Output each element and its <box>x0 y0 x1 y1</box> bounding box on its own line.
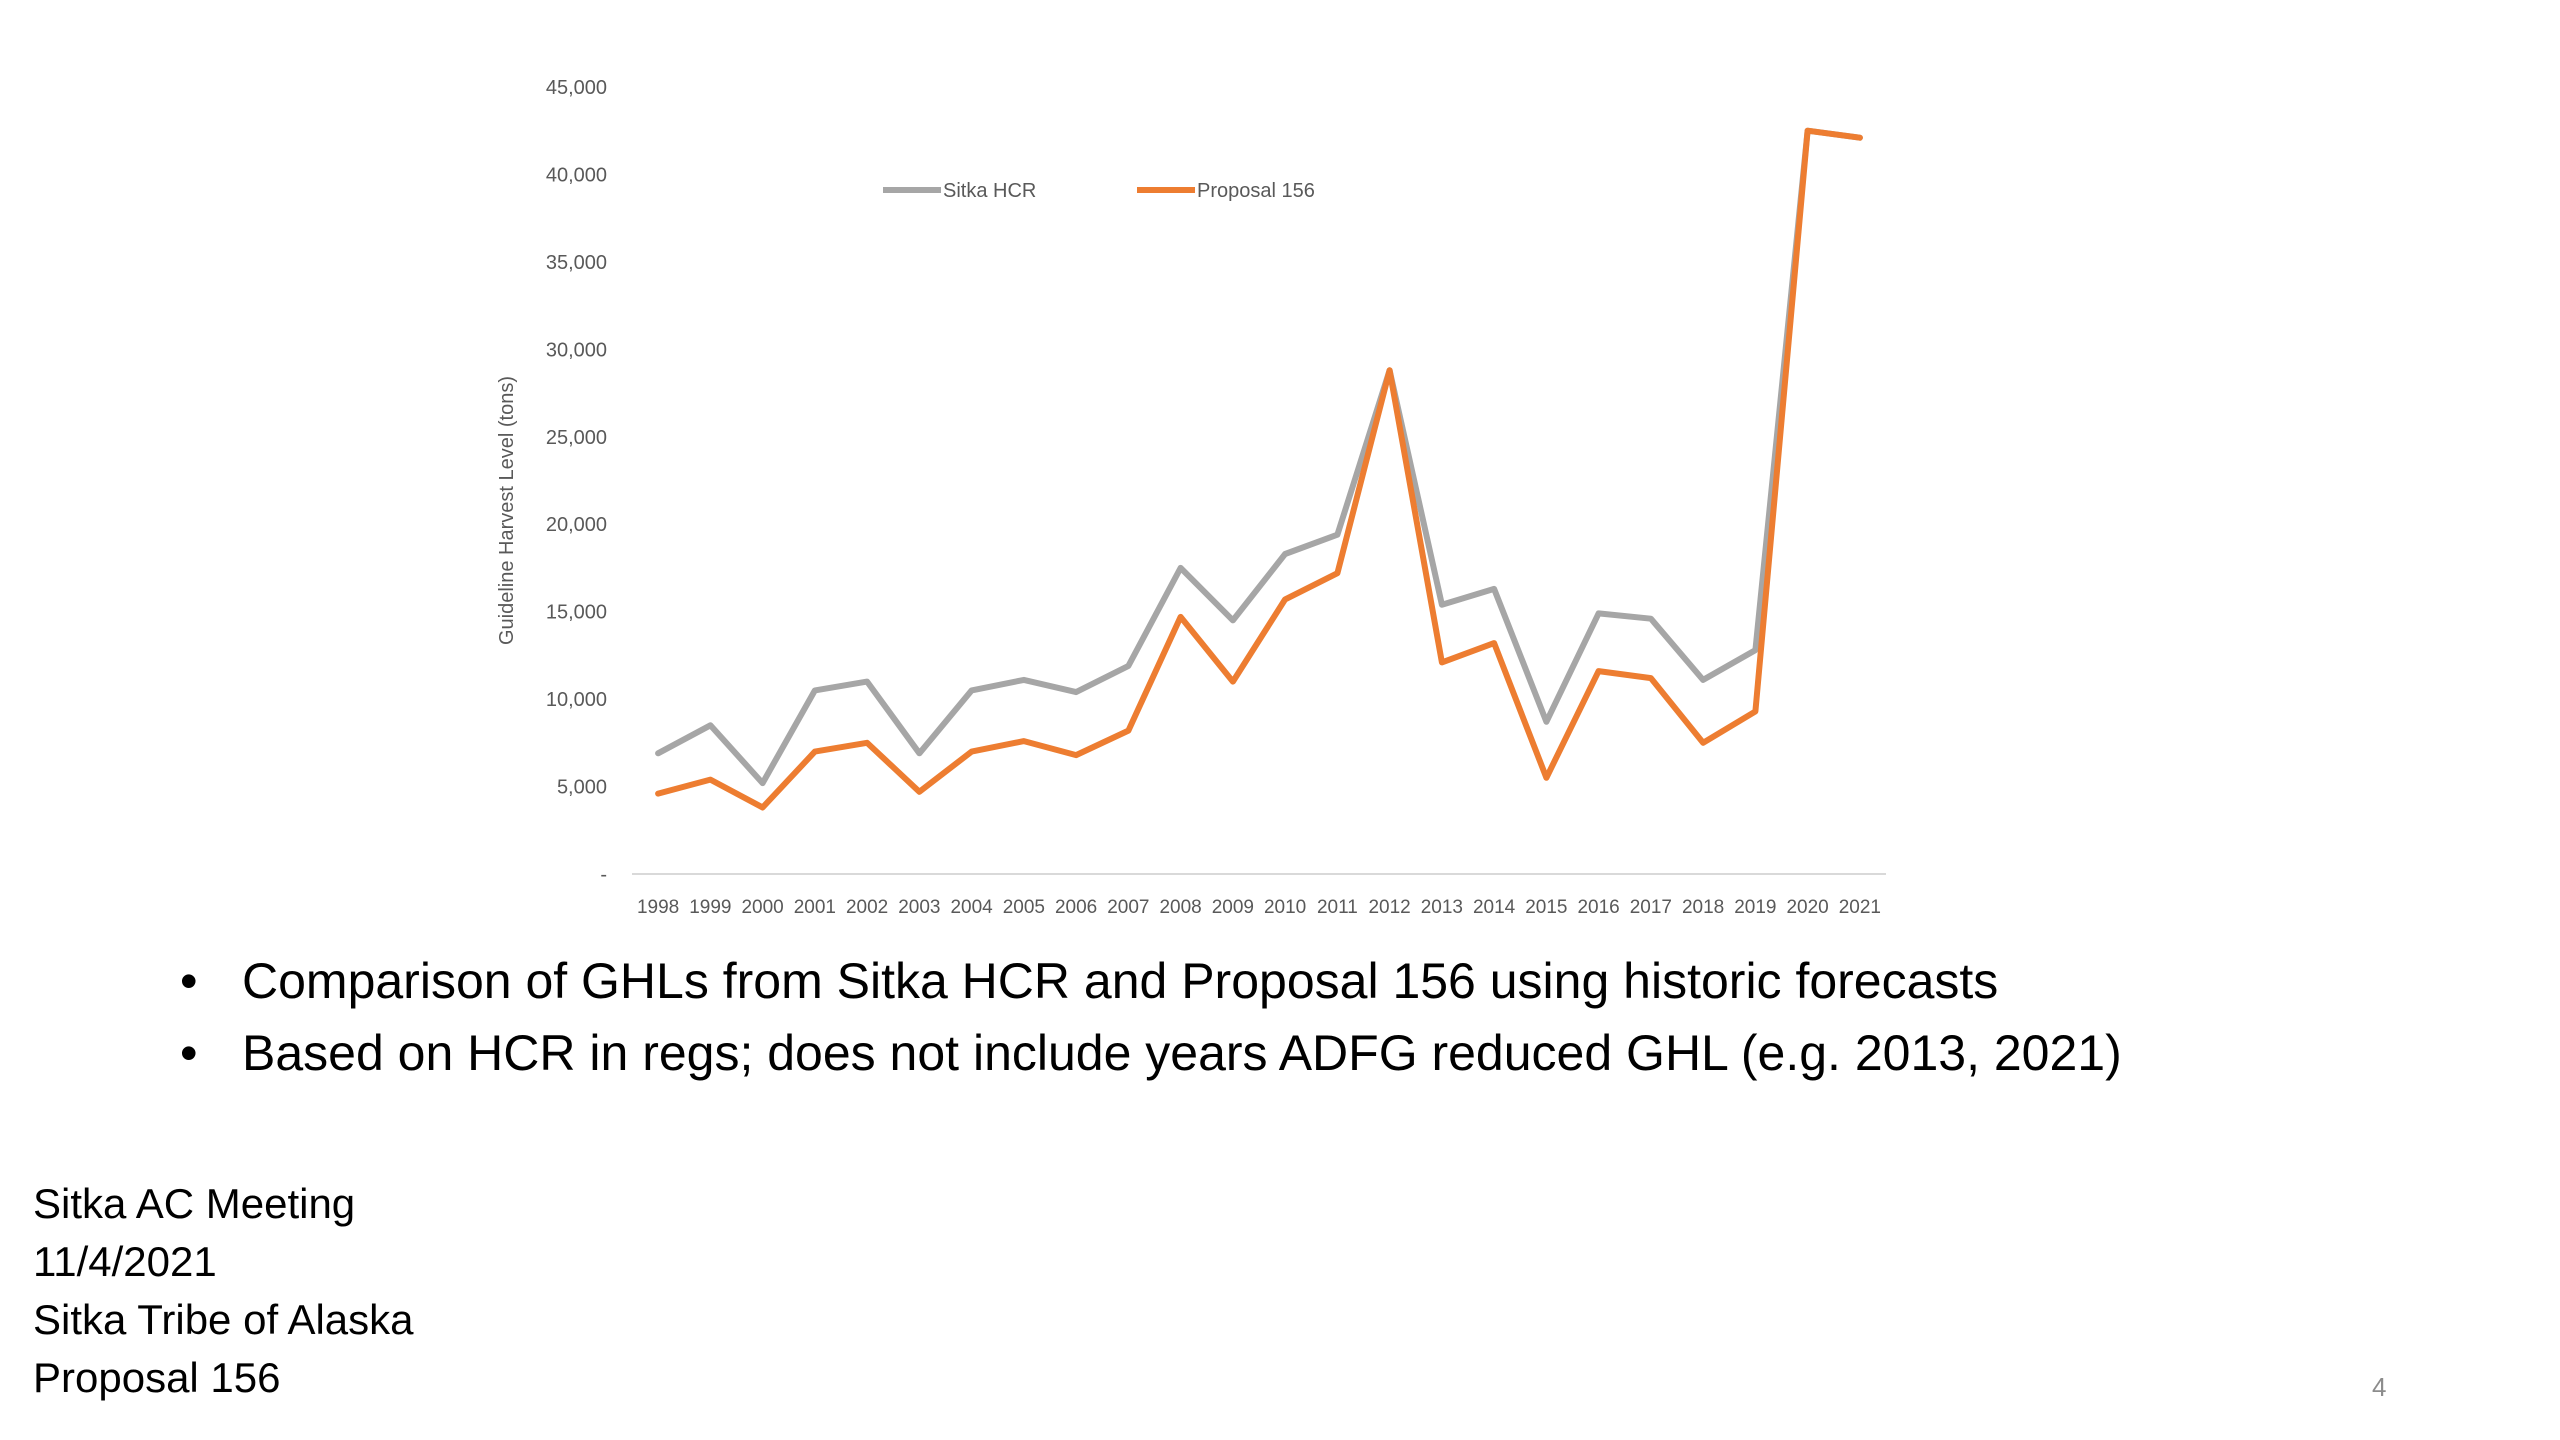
x-tick-label: 2000 <box>741 897 783 918</box>
x-tick-label: 2021 <box>1839 897 1881 918</box>
y-tick-label: 45,000 <box>546 77 607 99</box>
y-tick-label: 20,000 <box>546 514 607 536</box>
series-group <box>655 127 1863 811</box>
bullet-list: • Comparison of GHLs from Sitka HCR and … <box>180 945 2122 1089</box>
y-tick-label: 25,000 <box>546 427 607 449</box>
x-tick-label: 2010 <box>1264 897 1306 918</box>
x-tick-label: 1998 <box>637 897 679 918</box>
x-tick-label: 2001 <box>794 897 836 918</box>
bullet-dot: • <box>180 1025 198 1081</box>
y-axis-ticks: - 5,000 10,000 15,000 20,000 25,000 30,000 35,0… <box>546 77 607 886</box>
x-tick-label: 2011 <box>1317 897 1358 918</box>
x-tick-label: 2004 <box>950 897 993 918</box>
series-line-proposal-156 <box>655 127 1863 811</box>
x-tick-label: 2020 <box>1786 897 1828 918</box>
x-tick-label: 2006 <box>1055 897 1097 918</box>
x-tick-label: 2008 <box>1159 897 1201 918</box>
footer-line: 11/4/2021 <box>33 1238 217 1285</box>
x-tick-label: 2016 <box>1577 897 1619 918</box>
bullet-item: • Comparison of GHLs from Sitka HCR and … <box>180 945 2122 1017</box>
x-axis-ticks: 1998 1999 2000 2001 2002 2003 2004 2005 2006 2007… <box>637 897 1881 918</box>
slide-footer: Sitka AC Meeting 11/4/2021 Sitka Tribe o… <box>33 1175 414 1407</box>
footer-line: Sitka Tribe of Alaska <box>33 1296 414 1343</box>
x-tick-label: 2018 <box>1682 897 1724 918</box>
x-tick-label: 2003 <box>898 897 940 918</box>
x-tick-label: 2015 <box>1525 897 1567 918</box>
series-line-sitka-hcr <box>655 127 1863 787</box>
page-number: 4 <box>2372 1372 2387 1402</box>
y-tick-label: 40,000 <box>546 164 607 186</box>
x-tick-label: 2013 <box>1421 897 1463 918</box>
x-tick-label: 2005 <box>1003 897 1045 918</box>
y-tick-label: 35,000 <box>546 252 607 274</box>
y-tick-label: - <box>600 864 607 886</box>
x-tick-label: 2017 <box>1630 897 1672 918</box>
legend-label: Proposal 156 <box>1197 180 1315 202</box>
x-tick-label: 2009 <box>1212 897 1254 918</box>
bullet-dot: • <box>180 953 198 1009</box>
x-tick-label: 2019 <box>1734 897 1776 918</box>
legend-label: Sitka HCR <box>943 180 1036 202</box>
x-tick-label: 2007 <box>1107 897 1149 918</box>
x-tick-label: 1999 <box>689 897 731 918</box>
y-tick-label: 15,000 <box>546 602 607 624</box>
y-tick-label: 5,000 <box>557 777 607 799</box>
legend: Sitka HCR Proposal 156 <box>883 180 1315 202</box>
footer-line: Sitka AC Meeting <box>33 1180 356 1227</box>
y-tick-label: 10,000 <box>546 689 607 711</box>
y-axis-title: Guideline Harvest Level (tons) <box>496 376 518 645</box>
bullet-item: • Based on HCR in regs; does not include… <box>180 1017 2122 1089</box>
bullet-text: Based on HCR in regs; does not include y… <box>242 1025 2122 1081</box>
x-tick-label: 2002 <box>846 897 888 918</box>
x-tick-label: 2014 <box>1473 897 1516 918</box>
x-tick-label: 2012 <box>1368 897 1410 918</box>
y-tick-label: 30,000 <box>546 339 607 361</box>
footer-line: Proposal 156 <box>33 1354 281 1401</box>
bullet-text: Comparison of GHLs from Sitka HCR and Pr… <box>242 953 1999 1009</box>
